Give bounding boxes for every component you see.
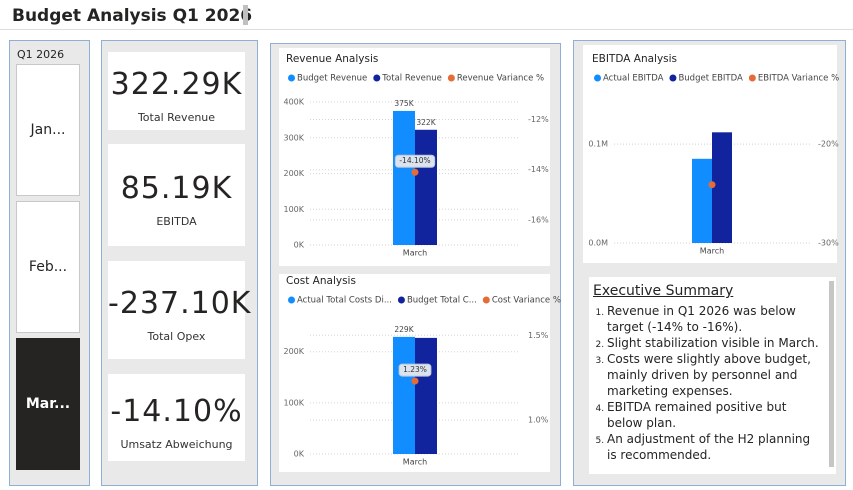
summary-item: Slight stabilization visible in March. bbox=[607, 335, 822, 351]
kpi-value: 85.19K bbox=[120, 171, 233, 206]
title-bar bbox=[243, 5, 248, 25]
kpi-panel: 322.29K Total Revenue 85.19K EBITDA -237.10K… bbox=[101, 40, 258, 486]
summary-list: Revenue in Q1 2026 was below target (-14… bbox=[593, 303, 822, 463]
summary-item: An adjustment of the H2 planning is reco… bbox=[607, 431, 822, 463]
kpi-label: Total Revenue bbox=[137, 111, 216, 124]
slicer-item[interactable]: Feb... bbox=[16, 201, 80, 333]
summary-card: Executive Summary Revenue in Q1 2026 was… bbox=[589, 277, 836, 474]
summary-item: EBITDA remained positive but below plan. bbox=[607, 399, 822, 431]
kpi-card: 85.19K EBITDA bbox=[108, 144, 245, 246]
summary-item: Revenue in Q1 2026 was below target (-14… bbox=[607, 303, 822, 335]
chart-panel bbox=[270, 43, 561, 486]
chart-card bbox=[279, 48, 550, 266]
kpi-card: 322.29K Total Revenue bbox=[108, 52, 245, 130]
slicer-item[interactable]: Mar... bbox=[16, 338, 80, 470]
slicer-panel: Q1 2026 Jan... Feb... Mar... bbox=[9, 40, 90, 486]
kpi-value: 322.29K bbox=[110, 67, 243, 102]
scrollbar[interactable] bbox=[829, 281, 834, 467]
kpi-label: Total Opex bbox=[147, 330, 206, 343]
slicer-item[interactable]: Jan... bbox=[16, 64, 80, 196]
kpi-value: -14.10% bbox=[110, 393, 243, 429]
summary-title: Executive Summary bbox=[593, 283, 734, 299]
kpi-label: Umsatz Abweichung bbox=[120, 437, 233, 451]
kpi-card: -237.10K Total Opex bbox=[108, 261, 252, 359]
ebitda-panel: Executive Summary Revenue in Q1 2026 was… bbox=[573, 40, 846, 486]
kpi-label: EBITDA bbox=[156, 215, 197, 228]
chart-card bbox=[279, 274, 550, 472]
kpi-value: -237.10K bbox=[108, 286, 252, 321]
slicer-title: Q1 2026 bbox=[17, 48, 65, 61]
header-rule bbox=[0, 29, 853, 30]
summary-item: Costs were slightly above budget, mainly… bbox=[607, 351, 822, 399]
kpi-card: -14.10% Umsatz Abweichung bbox=[108, 374, 245, 461]
page-title: Budget Analysis Q1 2026 bbox=[12, 6, 253, 26]
chart-card bbox=[583, 45, 837, 263]
